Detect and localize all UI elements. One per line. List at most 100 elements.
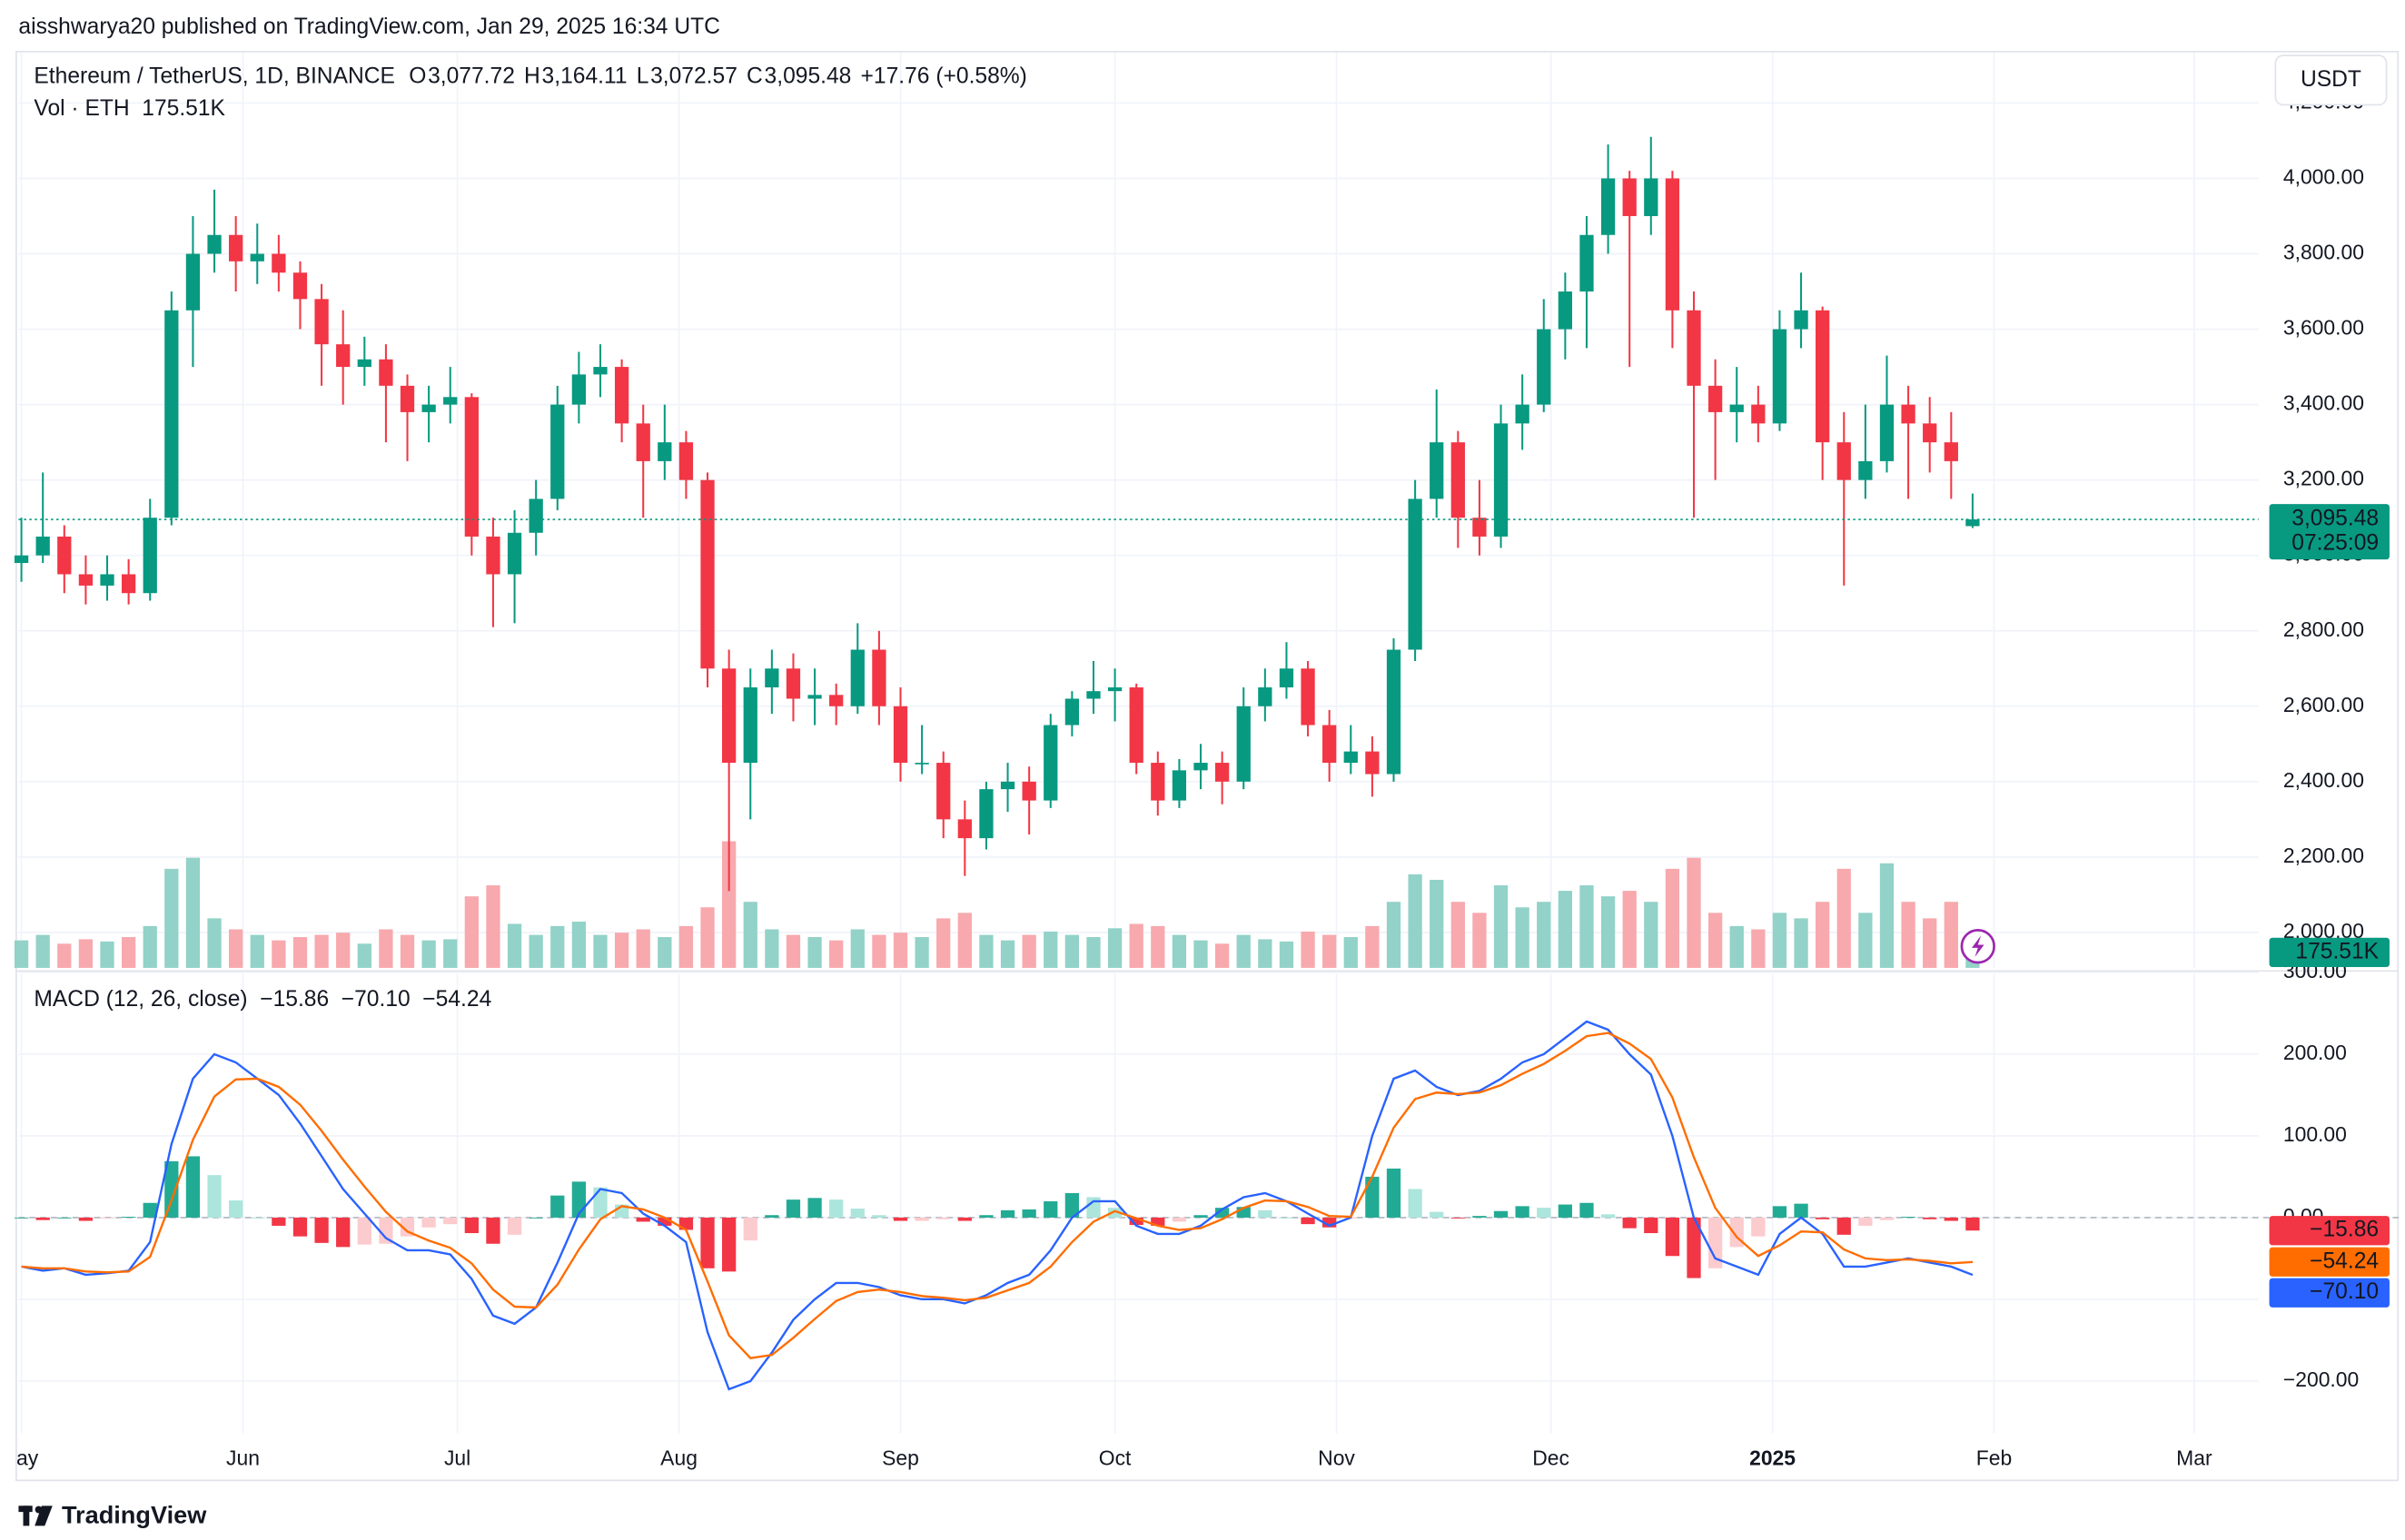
y-tick-label: 4,000.00 <box>2283 165 2364 189</box>
volume-bar <box>1107 928 1123 968</box>
volume-bar <box>957 913 972 968</box>
macd-histogram-bar <box>1450 1217 1465 1219</box>
volume-bar <box>1901 902 1915 968</box>
macd-histogram-bar <box>486 1217 500 1244</box>
macd-histogram-bar <box>1493 1210 1509 1218</box>
x-tick-label: Nov <box>1318 1446 1355 1469</box>
macd-histogram-bar <box>1472 1216 1487 1218</box>
macd-value-label: −54.24 <box>2310 1249 2379 1273</box>
candle-body <box>14 555 29 563</box>
volume-bar <box>1558 891 1572 968</box>
macd-histogram-bar <box>1365 1176 1380 1218</box>
volume-bar <box>1772 913 1787 968</box>
legend-value: 3,095.48 <box>765 64 852 88</box>
volume-bar <box>57 943 72 968</box>
candle-body <box>1365 751 1380 775</box>
candle-body <box>1343 751 1358 764</box>
volume-bar <box>1472 913 1487 968</box>
macd-histogram-bar <box>143 1202 157 1218</box>
volume-bar <box>443 939 458 968</box>
macd-histogram-bar <box>1515 1206 1529 1218</box>
macd-histogram-bar <box>272 1217 286 1226</box>
volume-bar <box>1879 863 1895 968</box>
volume-bar <box>229 929 243 968</box>
volume-bar <box>1386 902 1401 968</box>
macd-histogram-bar <box>1258 1209 1272 1218</box>
volume-bar <box>807 936 822 968</box>
candle-body <box>1301 668 1315 726</box>
macd <box>14 1020 1980 1391</box>
candle-body <box>1665 178 1680 311</box>
candle-body <box>1858 460 1873 480</box>
candle-body <box>1687 310 1701 386</box>
volume-bar <box>336 933 351 968</box>
macd-histogram-bar <box>185 1156 201 1218</box>
macd-histogram-bar <box>443 1217 458 1225</box>
volume-bar <box>1322 934 1337 968</box>
macd-histogram-bar <box>379 1217 393 1244</box>
candle-body <box>1729 404 1744 412</box>
candle-body <box>1129 687 1143 764</box>
legend-key: C <box>747 64 763 88</box>
x-tick-label: Jun <box>226 1446 260 1469</box>
volume-bar <box>1707 913 1723 968</box>
volume-bar <box>314 934 329 968</box>
volume-bar <box>1044 931 1058 968</box>
candle-body <box>1579 234 1594 292</box>
volume-bar <box>1816 902 1830 968</box>
candle-body <box>1794 310 1808 330</box>
volume-bar <box>1214 943 1230 968</box>
candle-body <box>850 649 865 706</box>
x-tick-label: Feb <box>1976 1446 2012 1469</box>
macd-histogram-bar <box>250 1217 264 1219</box>
macd-histogram-bar <box>700 1217 715 1269</box>
x-tick-label: Sep <box>882 1446 919 1469</box>
macd-histogram-bar <box>1836 1217 1851 1235</box>
legend-symbol: Ethereum / TetherUS, 1D, BINANCE <box>34 64 395 88</box>
macd-histogram-bar <box>14 1217 29 1219</box>
volume-bar <box>1729 925 1744 968</box>
legend-value: 3,072.57 <box>650 64 737 88</box>
macd-value-box <box>2269 1278 2390 1308</box>
candle-body <box>1386 649 1401 775</box>
volume-bar <box>786 934 801 968</box>
candle-body <box>1965 519 1980 527</box>
volume-bar <box>893 933 908 968</box>
macd-histogram-bar <box>57 1217 72 1219</box>
macd-histogram-bar <box>765 1215 779 1218</box>
macd-histogram-bar <box>915 1217 929 1221</box>
macd-histogram-bar <box>78 1217 94 1221</box>
candle-body <box>765 668 779 688</box>
volume-bar <box>357 943 371 968</box>
macd-histogram-bar <box>1044 1200 1058 1218</box>
volume-value-box <box>2269 937 2390 968</box>
volume-bar <box>1172 934 1187 968</box>
candle-body <box>979 789 994 839</box>
x-tick-label: Dec <box>1532 1446 1569 1469</box>
volume-bar <box>1450 902 1465 968</box>
macd-histogram-bar <box>722 1217 737 1272</box>
macd-histogram-bar <box>829 1199 844 1218</box>
candle-body <box>1600 178 1616 235</box>
candle-body <box>593 367 608 375</box>
macd-value-box <box>2269 1247 2390 1277</box>
macd-histogram-bar <box>1622 1217 1637 1229</box>
candle-body <box>35 536 50 556</box>
volume-bar <box>1836 868 1851 968</box>
candle-body <box>636 423 650 461</box>
candle-body <box>1558 291 1572 330</box>
macd-line <box>21 1020 1974 1391</box>
volume-bar <box>1430 879 1444 968</box>
y-tick-label: 2,200.00 <box>2283 844 2364 867</box>
macd-histogram-bar <box>100 1217 114 1219</box>
volume-bar <box>593 934 608 968</box>
macd-histogram-bar <box>658 1217 672 1226</box>
x-tick-label: Mar <box>2176 1446 2212 1469</box>
volume-bar <box>1858 913 1873 968</box>
y-tick-label: 3,600.00 <box>2283 316 2364 340</box>
candle-body <box>678 442 694 480</box>
volume-bar <box>571 922 587 968</box>
candle-body <box>571 374 587 405</box>
x-tick-label: Aug <box>660 1446 698 1469</box>
